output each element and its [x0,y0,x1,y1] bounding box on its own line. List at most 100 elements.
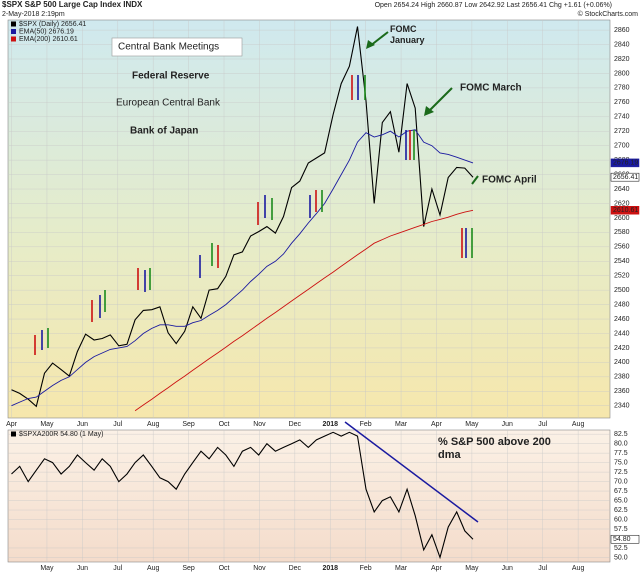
y-tick-label: 2460 [614,316,630,323]
y-tick-label: 77.5 [614,450,628,457]
x-tick-label: Apr [6,421,18,428]
arrow [471,175,479,185]
legend-swatch [11,431,16,437]
x-tick-label: May [40,421,54,428]
trend-line [344,421,479,523]
legend-swatch [11,29,16,34]
y-tick-label: 2360 [614,388,630,395]
y-tick-label: 2840 [614,41,630,48]
annotation: Federal Reserve [132,71,210,82]
y-tick-label: 2480 [614,301,630,308]
y-tick-label: 2800 [614,70,630,77]
x-tick-label: Mar [395,421,408,428]
annotation: Bank of Japan [130,126,198,137]
arrowhead [424,106,434,116]
x-tick-label: Dec [289,565,302,572]
y-tick-label: 82.5 [614,431,628,438]
legend-label: EMA(50) 2676.19 [19,28,74,35]
y-tick-label: 2400 [614,359,630,366]
y-tick-label: 2620 [614,200,630,207]
x-tick-label: Nov [253,421,266,428]
x-tick-label: Jun [77,421,88,428]
subtitle: 2-May-2018 2:19pm [2,11,65,18]
annotation: FOMC January [390,24,425,45]
x-tick-label: May [465,565,479,572]
y-tick-label: 50.0 [614,554,628,561]
value-flag [610,206,640,215]
y-tick-label: 2520 [614,273,630,280]
y-tick-label: 2740 [614,114,630,121]
y-tick-label: 2580 [614,229,630,236]
x-tick-label: Aug [147,421,160,428]
x-tick-label: Oct [219,421,230,428]
quote: Open 2654.24 High 2660.87 Low 2642.92 La… [375,2,612,9]
y-tick-label: 2760 [614,99,630,106]
y-tick-label: 2720 [614,128,630,135]
plot-area [7,19,611,419]
y-tick-label: 2540 [614,258,630,265]
value-flag-label: 54.80 [613,536,631,543]
x-tick-label: Apr [431,565,443,572]
annotation: % S&P 500 above 200 dma [438,436,551,461]
x-tick-label: Jun [502,565,513,572]
x-tick-label: 2018 [322,421,338,428]
x-tick-label: Oct [219,565,230,572]
annotation: FOMC April [482,175,537,186]
y-tick-label: 2500 [614,287,630,294]
y-tick-label: 65.0 [614,497,628,504]
y-tick-label: 72.5 [614,469,628,476]
arrowhead [366,40,375,49]
legend-label: EMA(200) 2610.61 [19,36,78,43]
legend-label: $SPXA200R 54.80 (1 May) [19,431,103,438]
y-tick-label: 2560 [614,244,630,251]
x-tick-label: Feb [360,565,372,572]
y-tick-label: 2700 [614,143,630,150]
x-tick-label: May [40,565,54,572]
x-tick-label: Aug [147,565,160,572]
y-tick-label: 2380 [614,374,630,381]
x-tick-label: Aug [572,421,585,428]
x-tick-label: May [465,421,479,428]
x-tick-label: Nov [253,565,266,572]
x-tick-label: Apr [431,421,443,428]
x-tick-label: Sep [182,421,195,428]
value-flag [610,158,640,168]
y-tick-label: 67.5 [614,488,628,495]
y-tick-label: 80.0 [614,440,628,447]
y-tick-label: 60.0 [614,516,628,523]
x-tick-label: 2018 [322,565,338,572]
series-line [11,431,474,560]
y-tick-label: 2860 [614,27,630,34]
series-line [11,26,474,408]
x-tick-label: Jul [538,421,547,428]
y-tick-label: 2820 [614,56,630,63]
arrow [427,87,453,113]
x-tick-label: Jul [113,421,122,428]
value-flag-label: 2656.41 [613,174,638,181]
value-flag-label: 2610.61 [613,207,638,214]
value-flag-label: 2676.19 [613,160,638,167]
credit: © StockCharts.com [578,10,639,18]
y-tick-label: 62.5 [614,507,628,514]
x-tick-label: Dec [289,421,302,428]
annotation: Central Bank Meetings [118,42,219,53]
y-tick-label: 2440 [614,330,630,337]
legend-label: $SPX (Daily) 2656.41 [19,21,86,28]
y-tick-label: 2600 [614,215,630,222]
annotation-box [111,37,243,57]
series-line [11,129,474,407]
x-tick-label: Jun [77,565,88,572]
x-tick-label: Sep [182,565,195,572]
chart-title: $SPX S&P 500 Large Cap Index INDX [2,0,143,9]
x-tick-label: Jun [502,421,513,428]
value-flag [610,534,640,544]
plot-area [7,429,611,563]
x-tick-label: Jul [538,565,547,572]
y-tick-label: 57.5 [614,526,628,533]
x-tick-label: Feb [360,421,372,428]
x-tick-label: Mar [395,565,408,572]
y-tick-label: 2780 [614,85,630,92]
annotation: FOMC March [460,83,522,94]
series-line [134,209,474,412]
